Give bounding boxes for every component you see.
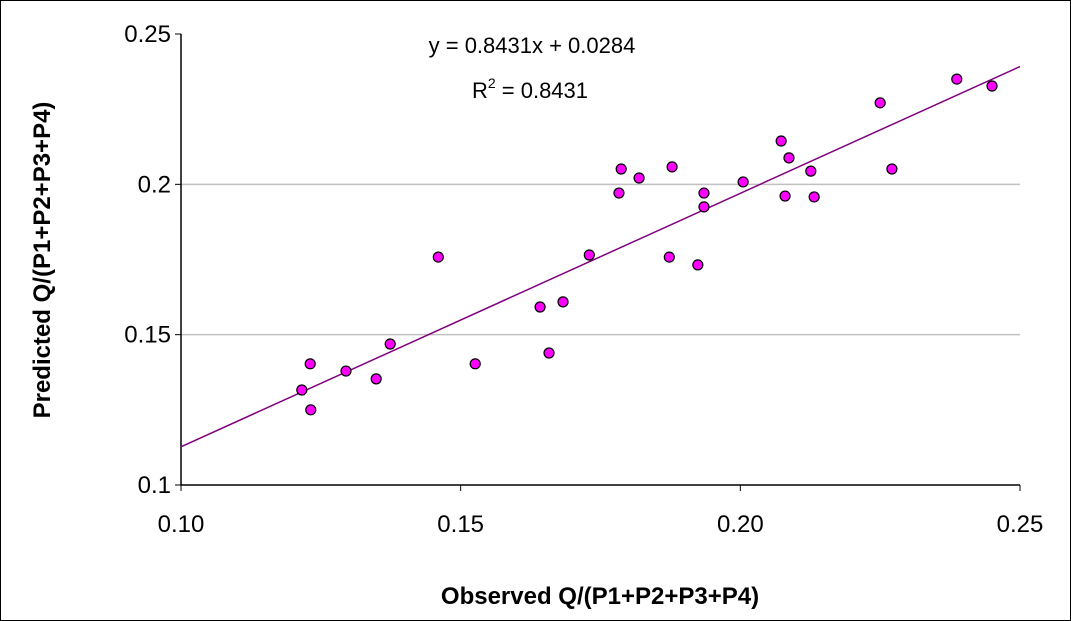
y-tick-label: 0.2 (138, 171, 171, 198)
point (886, 163, 898, 175)
point (296, 384, 308, 396)
point (340, 365, 352, 377)
point (986, 80, 998, 92)
x-axis-title: Observed Q/(P1+P2+P3+P4) (441, 583, 759, 610)
x-tick-label: 0.15 (437, 511, 484, 538)
r-squared-base: R (472, 78, 488, 103)
point (698, 201, 710, 213)
point (543, 347, 555, 359)
y-tick-label: 0.1 (138, 472, 171, 499)
point (583, 249, 595, 261)
trendline (180, 65, 1021, 448)
point (615, 163, 627, 175)
r-squared-sup: 2 (488, 75, 496, 91)
point (469, 358, 481, 370)
point (384, 338, 396, 350)
r-squared: R2 = 0.8431 (472, 75, 588, 103)
point (370, 373, 382, 385)
x-tick-label: 0.10 (158, 511, 205, 538)
point (692, 259, 704, 271)
point (666, 161, 678, 173)
point (874, 97, 886, 109)
point (557, 296, 569, 308)
y-tick-label: 0.25 (124, 21, 171, 48)
point (633, 172, 645, 184)
point (698, 187, 710, 199)
point (783, 152, 795, 164)
point (805, 165, 817, 177)
r-squared-rest: = 0.8431 (496, 78, 588, 103)
point (775, 135, 787, 147)
point (808, 191, 820, 203)
y-tick-label: 0.15 (124, 322, 171, 349)
y-axis-title: Predicted Q/(P1+P2+P3+P4) (29, 102, 56, 419)
x-tick-label: 0.25 (997, 511, 1044, 538)
point (663, 251, 675, 263)
point (779, 190, 791, 202)
point (432, 251, 444, 263)
point (305, 404, 317, 416)
point (951, 73, 963, 85)
x-tick-label: 0.20 (717, 511, 764, 538)
trend-equation: y = 0.8431x + 0.0284 (429, 33, 636, 58)
point (737, 176, 749, 188)
point (613, 187, 625, 199)
point (304, 358, 316, 370)
point (534, 301, 546, 313)
